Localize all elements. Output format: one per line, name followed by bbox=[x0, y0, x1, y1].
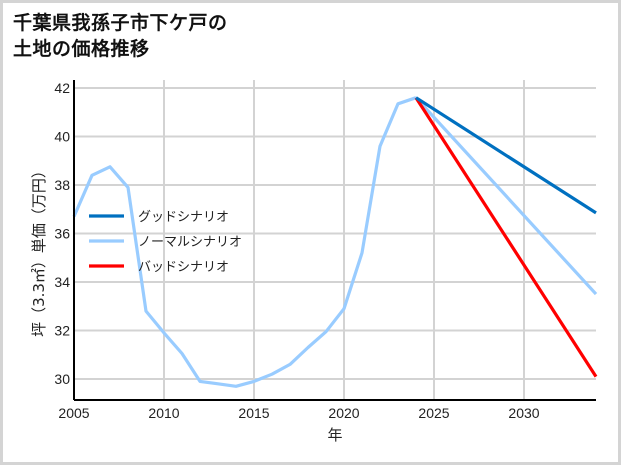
series-line bbox=[414, 96, 598, 296]
legend-label: ノーマルシナリオ bbox=[138, 235, 242, 250]
legend-label: グッドシナリオ bbox=[138, 210, 229, 225]
chart-title: 千葉県我孫子市下ケ戸の 土地の価格推移 bbox=[13, 10, 228, 62]
x-tick-label: 2010 bbox=[148, 405, 179, 421]
series-line bbox=[415, 96, 597, 215]
y-tick-label: 38 bbox=[54, 177, 70, 193]
x-tick-label: 2015 bbox=[238, 405, 269, 421]
y-tick-label: 40 bbox=[54, 129, 70, 145]
y-tick-label: 34 bbox=[54, 274, 70, 290]
y-tick-label: 32 bbox=[54, 323, 70, 339]
y-tick-label: 42 bbox=[54, 80, 70, 96]
x-tick-label: 2030 bbox=[508, 405, 539, 421]
series-line bbox=[414, 96, 598, 378]
y-tick-label: 30 bbox=[54, 371, 70, 387]
tick-labels: 2005 2010 2015 2020 2025 2030 30 32 34 36 38 40 42 bbox=[54, 80, 539, 421]
legend-label: バッドシナリオ bbox=[138, 260, 229, 275]
chart-title-line2: 土地の価格推移 bbox=[13, 38, 150, 60]
series-line bbox=[72, 96, 417, 388]
x-tick-label: 2025 bbox=[418, 405, 449, 421]
y-axis-label: 坪（3.3㎡）単価（万円） bbox=[30, 163, 48, 337]
y-tick-label: 36 bbox=[54, 226, 70, 242]
x-tick-label: 2020 bbox=[328, 405, 359, 421]
x-tick-label: 2005 bbox=[58, 405, 89, 421]
grid-lines bbox=[73, 80, 596, 400]
series-lines bbox=[72, 96, 598, 388]
axes bbox=[73, 80, 596, 401]
x-axis-label: 年 bbox=[327, 426, 342, 444]
chart-title-line1: 千葉県我孫子市下ケ戸の bbox=[13, 12, 228, 34]
